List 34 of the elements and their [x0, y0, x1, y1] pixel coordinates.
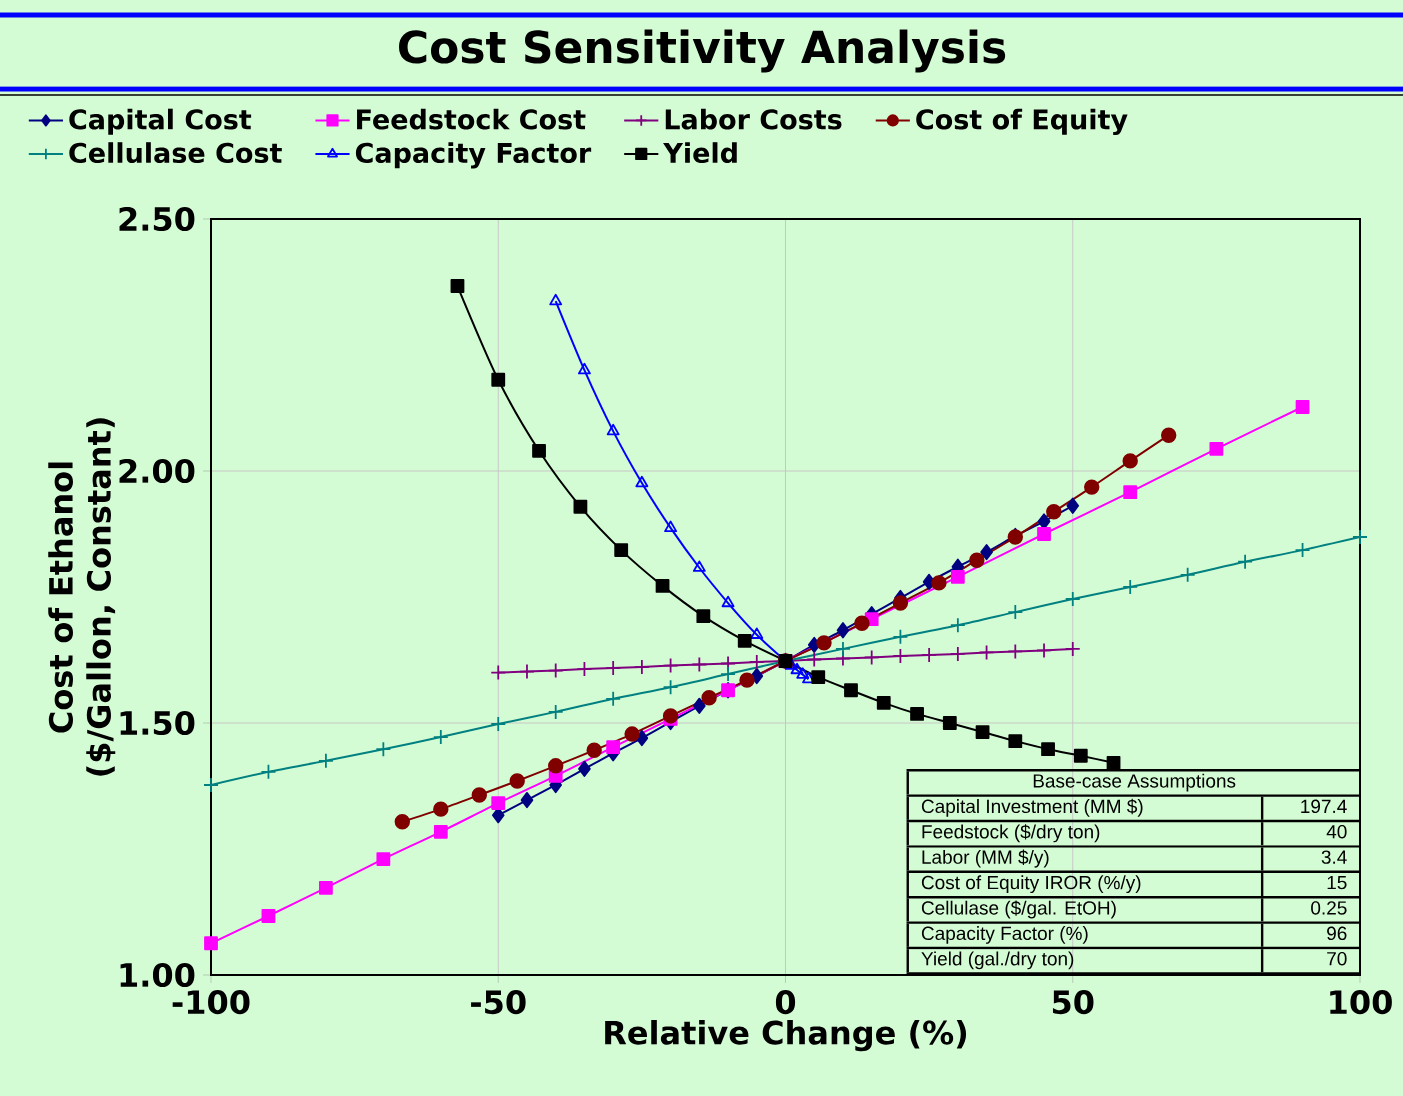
x-tick-label: 100: [1330, 990, 1392, 1015]
annotation: Base-case Assumptions: [1033, 773, 1236, 792]
annotation: 197.4: [1301, 799, 1347, 814]
annotation: Labor (MM $/y): [922, 849, 1049, 868]
annotation: 70: [1327, 952, 1347, 966]
legend-label: Cost of Equity: [916, 108, 1128, 136]
legend-label: Labor Costs: [665, 108, 842, 130]
x-axis-title: Relative Change (%): [605, 1019, 967, 1052]
legend-label: Yield: [663, 142, 737, 164]
annotation: Feedstock ($/dry ton): [922, 824, 1100, 843]
y-tick-label: 2.00: [119, 458, 195, 484]
annotation: 15: [1327, 876, 1347, 890]
y-axis-title: Cost of Ethanol ($/Gallon, Constant): [48, 418, 116, 776]
chart-title: Cost Sensitivity Analysis: [399, 29, 1006, 73]
y-tick-label: 1.00: [120, 962, 195, 988]
y-tick-label: 1.50: [120, 710, 195, 736]
x-tick-label: 0: [775, 990, 796, 1015]
legend-label: Capital Cost: [69, 108, 252, 135]
annotation: Cost of Equity IROR (%/y): [921, 875, 1141, 894]
legend-label: Cellulase Cost: [69, 142, 282, 164]
legend-label: Capacity Factor: [355, 142, 592, 169]
annotation: 3.4: [1321, 850, 1347, 864]
x-tick-label: -100: [172, 990, 250, 1015]
x-tick-label: 50: [1052, 990, 1094, 1015]
annotation: Yield (gal./dry ton): [921, 951, 1074, 970]
annotation: 40: [1326, 825, 1347, 839]
legend-label: Feedstock Cost: [357, 108, 586, 130]
annotation: 0.25: [1311, 901, 1347, 915]
annotation: Capital Investment (MM $): [921, 798, 1143, 817]
x-tick-label: -50: [471, 990, 526, 1015]
y-tick-label: 2.50: [119, 206, 195, 232]
annotation: 96: [1327, 926, 1347, 941]
annotation: Cellulase ($/gal. EtOH): [921, 900, 1116, 919]
annotation: Capacity Factor (%): [921, 926, 1088, 944]
